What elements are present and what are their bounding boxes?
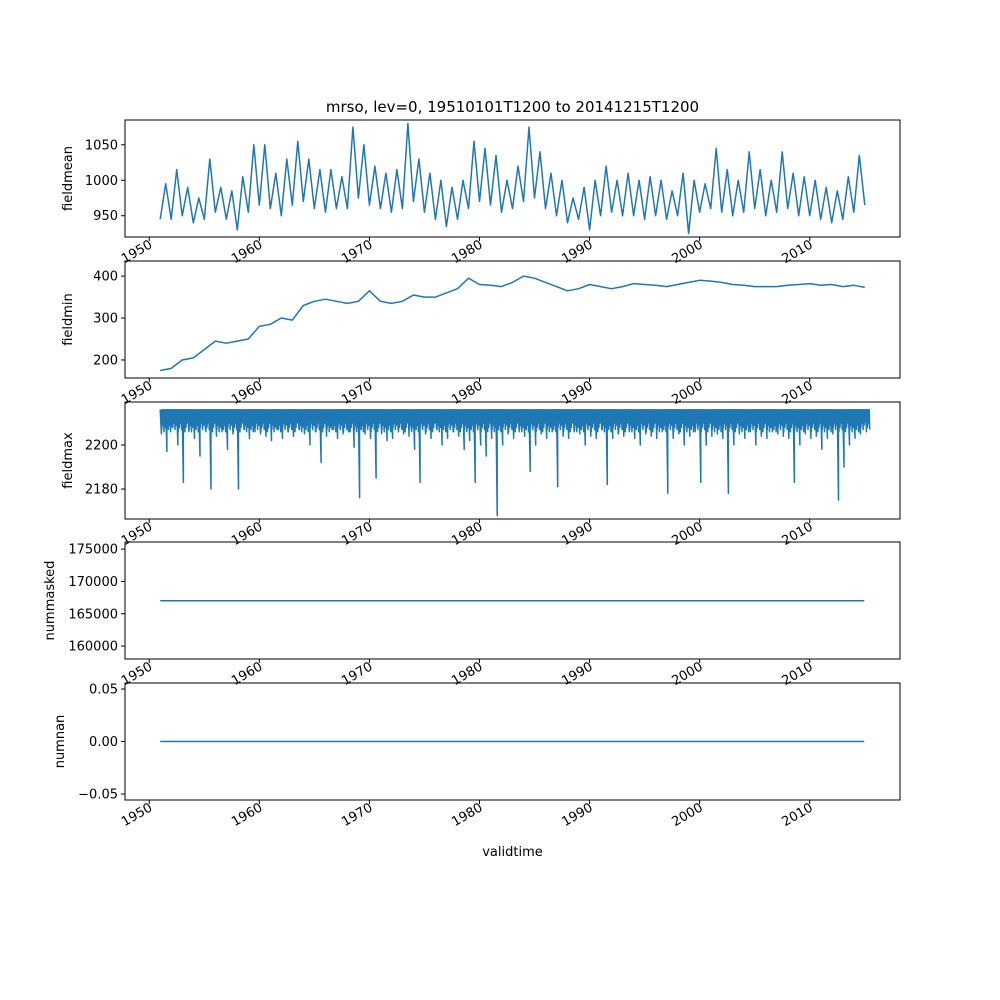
x-tick-label: 1990 bbox=[559, 800, 595, 830]
x-tick-label: 1950 bbox=[119, 237, 155, 267]
y-axis-label: fieldmean bbox=[61, 146, 76, 211]
y-tick-label: 175000 bbox=[68, 543, 118, 558]
y-tick-label: 1000 bbox=[85, 174, 118, 189]
x-tick-label: 1960 bbox=[229, 659, 265, 689]
subplot-fieldmean: 950 1000 1050 1950 1960 1970 1980 1990 2000 2010 f… bbox=[61, 98, 901, 267]
x-tick-label: 2000 bbox=[669, 800, 705, 830]
y-tick-label: −0.05 bbox=[78, 788, 118, 803]
y-axis-label: nummasked bbox=[43, 561, 58, 641]
x-tick-label: 2000 bbox=[669, 659, 705, 689]
x-tick-label: 2010 bbox=[780, 800, 816, 830]
axes-frame bbox=[124, 541, 901, 660]
x-tick-label: 2000 bbox=[669, 237, 705, 267]
series-line-fieldmax bbox=[159, 408, 871, 517]
axes-frame bbox=[124, 119, 901, 238]
y-tick-label: 2180 bbox=[85, 483, 118, 498]
subplot-nummasked: 160000 165000 170000 175000 1950 1960 1970 1980… bbox=[43, 541, 901, 689]
y-tick-label: 170000 bbox=[68, 575, 118, 590]
subplot-fieldmax: 2180 2200 1950 1960 1970 1980 1990 2000 2010 fiel… bbox=[61, 401, 901, 549]
x-tick-label: 1970 bbox=[339, 659, 375, 689]
x-tick-label: 1960 bbox=[229, 800, 265, 830]
x-axis-label: validtime bbox=[482, 845, 543, 860]
x-tick-label: 1970 bbox=[339, 378, 375, 408]
y-tick-label: 0.00 bbox=[89, 735, 118, 750]
x-tick-label: 2010 bbox=[780, 237, 816, 267]
x-tick-label: 2010 bbox=[780, 519, 816, 549]
x-tick-label: 1970 bbox=[339, 237, 375, 267]
y-tick-label: 1050 bbox=[85, 138, 118, 153]
x-tick-label: 1980 bbox=[449, 800, 485, 830]
x-tick-label: 1960 bbox=[229, 237, 265, 267]
x-tick-label: 1980 bbox=[449, 659, 485, 689]
series-line-fieldmean bbox=[159, 122, 866, 235]
y-tick-label: 400 bbox=[93, 270, 118, 285]
x-tick-label: 1950 bbox=[119, 378, 155, 408]
x-tick-label: 2000 bbox=[669, 378, 705, 408]
x-tick-label: 1950 bbox=[119, 659, 155, 689]
x-tick-label: 1980 bbox=[449, 378, 485, 408]
axes-frame bbox=[124, 260, 901, 379]
x-tick-label: 1970 bbox=[339, 800, 375, 830]
subplot-numnan: −0.05 0.00 0.05 1950 1960 1970 1980 1990 2000 201… bbox=[53, 682, 901, 860]
y-tick-label: 200 bbox=[93, 353, 118, 368]
y-axis-label: fieldmax bbox=[61, 432, 76, 489]
y-tick-label: 165000 bbox=[68, 607, 118, 622]
y-tick-label: 300 bbox=[93, 312, 118, 327]
x-tick-label: 1990 bbox=[559, 659, 595, 689]
y-tick-label: 160000 bbox=[68, 640, 118, 655]
y-tick-label: 2200 bbox=[85, 438, 118, 453]
y-axis-label: numnan bbox=[53, 715, 68, 769]
x-tick-label: 2010 bbox=[780, 659, 816, 689]
x-tick-label: 1990 bbox=[559, 519, 595, 549]
series-line-fieldmin bbox=[160, 275, 865, 372]
x-tick-label: 1980 bbox=[449, 519, 485, 549]
x-tick-label: 1950 bbox=[119, 519, 155, 549]
subplot-fieldmin: 200 300 400 1950 1960 1970 1980 1990 2000 2010 fie… bbox=[61, 260, 901, 408]
axes-frame bbox=[124, 401, 901, 520]
x-tick-label: 1960 bbox=[229, 519, 265, 549]
x-tick-label: 1970 bbox=[339, 519, 375, 549]
y-tick-label: 0.05 bbox=[89, 682, 118, 697]
chart-title: mrso, lev=0, 19510101T1200 to 20141215T1… bbox=[326, 98, 699, 116]
y-axis-label: fieldmin bbox=[61, 293, 76, 346]
x-tick-label: 2000 bbox=[669, 519, 705, 549]
y-tick-label: 950 bbox=[93, 209, 118, 224]
x-tick-label: 2010 bbox=[780, 378, 816, 408]
x-tick-label: 1980 bbox=[449, 237, 485, 267]
x-tick-label: 1960 bbox=[229, 378, 265, 408]
x-tick-label: 1990 bbox=[559, 378, 595, 408]
x-tick-label: 1990 bbox=[559, 237, 595, 267]
x-tick-label: 1950 bbox=[119, 800, 155, 830]
